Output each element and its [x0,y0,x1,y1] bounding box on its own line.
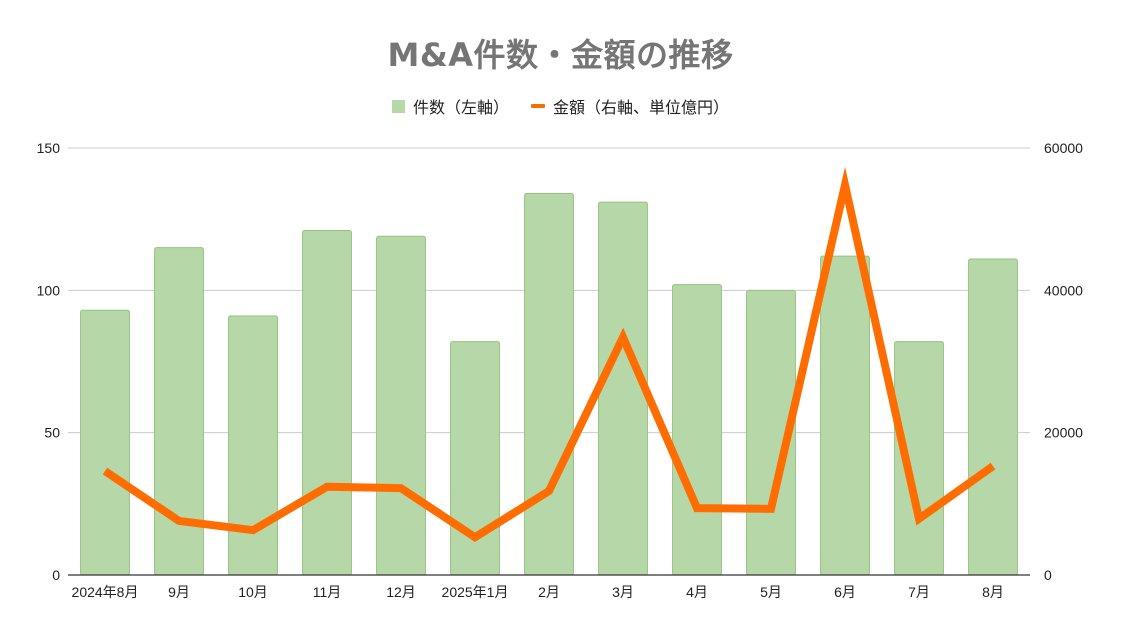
left-tick-label: 0 [52,567,60,583]
right-tick-label: 20000 [1044,425,1083,441]
bar[interactable] [524,193,574,576]
bar[interactable] [672,284,722,576]
x-tick-label: 12月 [386,584,416,600]
bar-swatch-icon [391,99,405,113]
legend-label-count: 件数（左軸） [412,98,509,117]
left-axis-ticks: 0 50 100 150 [37,140,61,583]
left-tick-label: 50 [44,425,60,441]
x-tick-label: 2025年1月 [442,584,509,600]
right-axis-ticks: 0 20000 40000 60000 [1044,140,1083,583]
x-tick-label: 2024年8月 [72,584,139,600]
bar[interactable] [302,230,352,576]
x-tick-label: 4月 [686,584,708,600]
x-tick-label: 10月 [238,584,268,600]
right-tick-label: 60000 [1044,140,1083,156]
bar[interactable] [598,201,648,576]
x-axis-labels: 2024年8月 9月 10月 11月 12月 2025年1月 2月 3月 4月 5月 6月 7月 8月 [72,584,1004,600]
bar[interactable] [80,309,130,576]
legend-label-amount: 金額（右軸、単位億円） [553,98,730,117]
legend: 件数（左軸） 金額（右軸、単位億円） [0,94,1121,118]
line-swatch-icon [531,104,545,108]
bar-series-count [80,193,1018,576]
bar[interactable] [968,258,1018,576]
right-tick-label: 0 [1044,567,1052,583]
bar[interactable] [820,255,870,576]
legend-item-amount[interactable]: 金額（右軸、単位億円） [531,94,729,118]
legend-item-count[interactable]: 件数（左軸） [391,94,509,118]
x-tick-label: 3月 [612,584,634,600]
line-series-amount [102,166,996,543]
x-tick-label: 6月 [834,584,856,600]
x-tick-label: 2月 [538,584,560,600]
x-tick-label: 9月 [168,584,190,600]
bar[interactable] [376,235,426,576]
right-tick-label: 40000 [1044,282,1083,298]
bar[interactable] [228,315,278,576]
chart-title: M&A件数・金額の推移 [387,36,734,74]
x-tick-label: 7月 [908,584,930,600]
x-tick-label: 11月 [313,584,342,600]
left-tick-label: 100 [37,282,61,298]
left-tick-label: 150 [37,140,61,156]
x-tick-label: 8月 [982,584,1004,600]
x-tick-label: 5月 [760,584,782,600]
